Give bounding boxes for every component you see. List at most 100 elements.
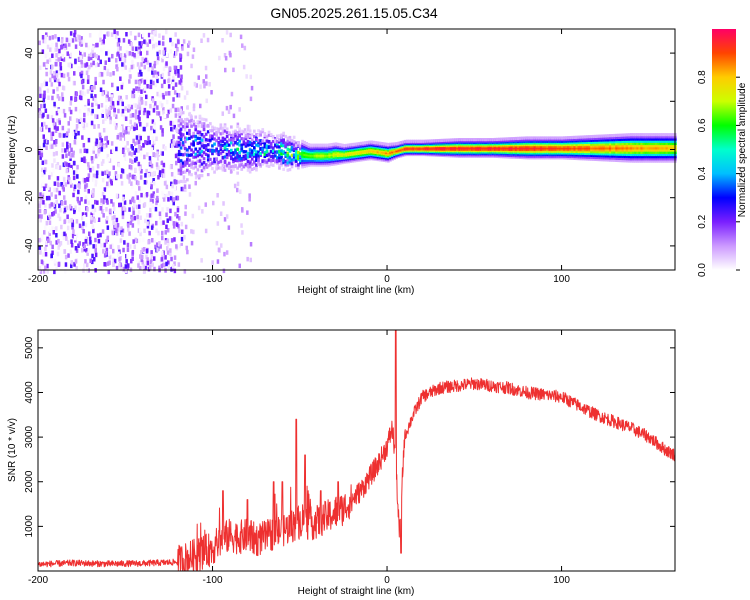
noise-cell [86, 79, 90, 84]
ridge-cell [238, 164, 241, 168]
noise-cell [140, 78, 144, 83]
ridge-cell [636, 155, 639, 159]
noise-cell [95, 101, 98, 106]
noise-cell [159, 266, 163, 271]
ridge-cell [565, 136, 568, 140]
noise-cell [39, 217, 42, 223]
noise-cell [103, 65, 107, 71]
ridge-cell [290, 142, 294, 146]
ridge-cell [280, 152, 283, 156]
noise-cell [140, 41, 143, 46]
ridge-cell [288, 160, 292, 164]
noise-cell [90, 156, 94, 161]
noise-cell [84, 178, 87, 183]
ridge-cell [317, 161, 321, 165]
noise-cell [191, 213, 195, 219]
ridge-cell [265, 153, 269, 157]
ridge-cell [192, 155, 195, 159]
noise-cell [71, 225, 74, 230]
ridge-cell [250, 162, 254, 166]
ridge-cell [556, 154, 560, 158]
noise-cell [64, 262, 68, 267]
ridge-cell [575, 151, 579, 155]
noise-cell [121, 137, 124, 143]
ridge-cell [667, 133, 671, 137]
noise-cell [151, 66, 154, 71]
ridge-cell [554, 154, 558, 158]
noise-cell [138, 102, 141, 107]
ridge-cell [648, 159, 652, 163]
ridge-cell [535, 144, 539, 148]
ridge-cell [320, 143, 323, 147]
noise-cell [96, 151, 100, 157]
noise-cell [144, 86, 147, 91]
ridge-cell [575, 144, 579, 148]
ridge-cell [211, 167, 214, 171]
ridge-cell [271, 135, 275, 139]
noise-cell [61, 125, 65, 131]
ridge-cell [334, 147, 338, 151]
ridge-cell [355, 142, 359, 146]
ridge-cell [232, 133, 235, 137]
ridge-cell [539, 151, 543, 155]
noise-cell [62, 235, 66, 240]
ridge-cell [347, 143, 350, 147]
noise-cell [156, 60, 159, 65]
ridge-cell [269, 141, 273, 145]
ridge-cell [575, 156, 579, 161]
noise-cell [88, 231, 91, 236]
noise-cell [62, 162, 66, 167]
noise-cell [178, 88, 181, 94]
ridge-cell [382, 142, 386, 146]
ridge-cell [604, 136, 608, 140]
ridge-cell [632, 157, 635, 161]
noise-cell [126, 174, 129, 179]
ridge-cell [330, 149, 334, 153]
noise-cell [115, 217, 119, 223]
ridge-cell [301, 139, 304, 143]
noise-cell [100, 72, 104, 77]
ridge-cell [271, 149, 275, 153]
noise-cell [141, 57, 144, 62]
ridge-cell [600, 152, 604, 156]
ridge-cell [183, 125, 187, 129]
ridge-cell [529, 143, 533, 147]
noise-cell [156, 188, 159, 193]
ridge-cell [181, 170, 185, 174]
ridge-cell [609, 156, 612, 160]
ridge-cell [332, 154, 336, 158]
noise-cell [169, 108, 173, 113]
ridge-cell [594, 148, 598, 152]
ridge-cell [334, 142, 338, 146]
x-tick-label: -100 [203, 575, 223, 586]
ridge-cell [294, 148, 298, 152]
colorbar-tick-label: 0.8 [697, 70, 708, 84]
ridge-cell [297, 155, 300, 159]
ridge-cell [186, 122, 189, 126]
ridge-cell [196, 150, 200, 154]
ridge-cell [244, 162, 248, 167]
ridge-cell [548, 138, 551, 142]
noise-cell [142, 58, 146, 64]
ridge-cell [537, 143, 541, 147]
ridge-cell [278, 166, 281, 170]
ridge-cell [663, 159, 667, 163]
noise-cell [123, 115, 126, 120]
ridge-cell [640, 159, 644, 163]
noise-cell [130, 42, 133, 47]
ridge-cell [642, 139, 646, 143]
noise-cell [92, 39, 95, 45]
ridge-cell [286, 151, 290, 155]
noise-cell [51, 131, 55, 137]
noise-cell [153, 122, 156, 127]
ridge-cell [257, 158, 260, 162]
noise-cell [236, 187, 239, 193]
noise-cell [79, 117, 82, 123]
noise-cell [116, 66, 119, 72]
noise-cell [86, 89, 90, 94]
noise-cell [156, 247, 159, 252]
noise-cell [82, 229, 85, 234]
noise-cell [92, 244, 95, 249]
ridge-cell [567, 149, 570, 153]
noise-cell [145, 254, 148, 260]
